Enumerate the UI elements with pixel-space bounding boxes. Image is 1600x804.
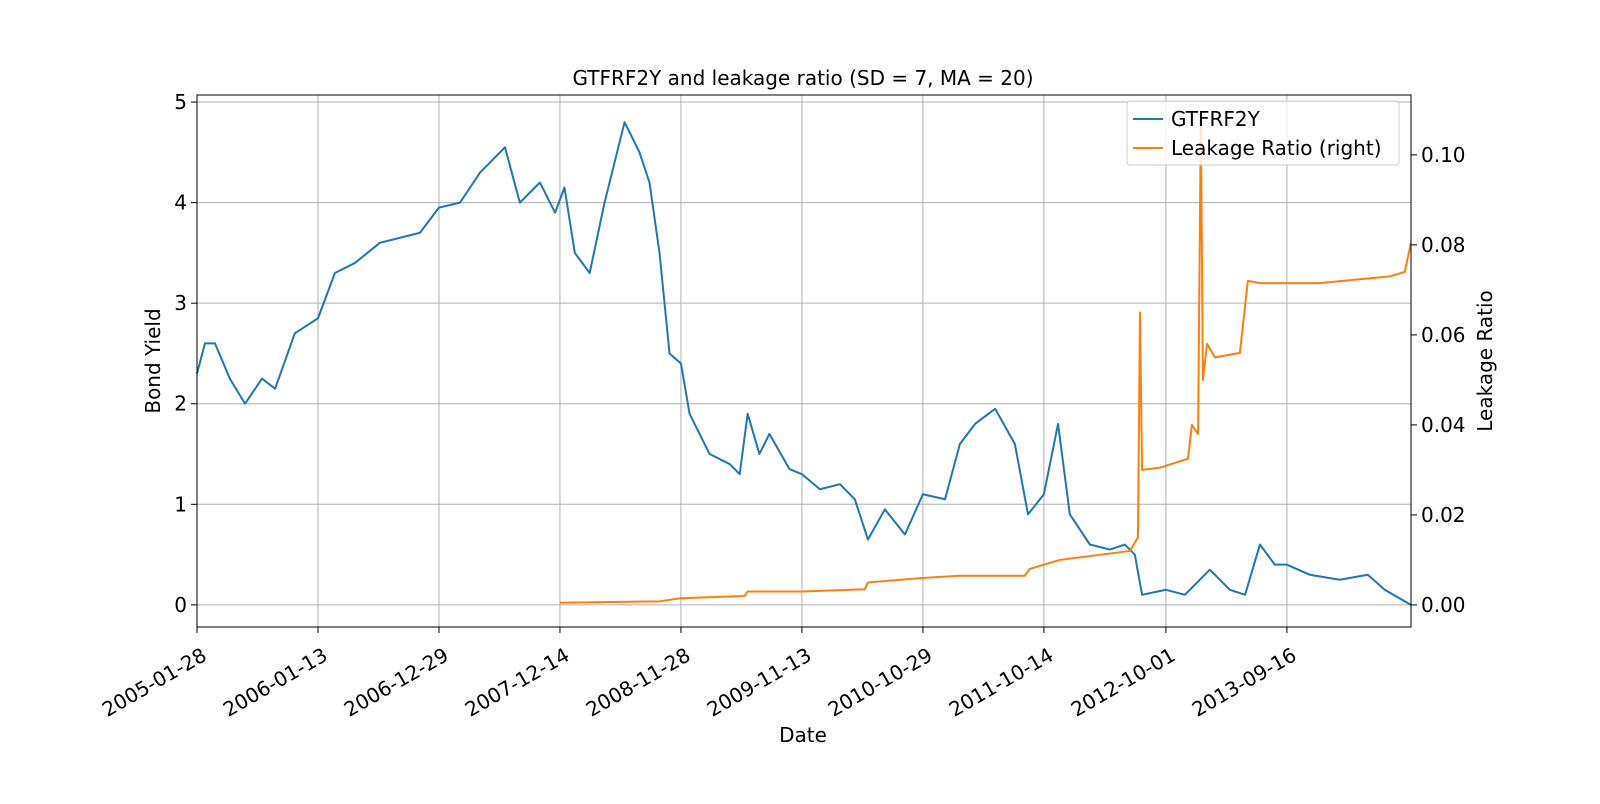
data-line bbox=[196, 121, 1412, 606]
y2-tick-label: 0.10 bbox=[1421, 143, 1466, 167]
legend-box bbox=[1126, 100, 1400, 166]
y2-axis-label: Leakage Ratio bbox=[1473, 290, 1497, 432]
y-tick-label: 0 bbox=[174, 593, 187, 617]
y-tick-label: 5 bbox=[174, 90, 187, 114]
y2-tick-label: 0.02 bbox=[1421, 503, 1466, 527]
y2-tick-label: 0.04 bbox=[1421, 413, 1466, 437]
y-axis-label: Bond Yield bbox=[141, 308, 165, 413]
data-line bbox=[559, 117, 1412, 604]
y-tick-label: 3 bbox=[174, 291, 187, 315]
x-axis-label: Date bbox=[779, 723, 827, 747]
y2-tick-label: 0.08 bbox=[1421, 233, 1466, 257]
y-tick-label: 2 bbox=[174, 392, 187, 416]
legend: GTFRF2Y Leakage Ratio (right) bbox=[1126, 100, 1400, 166]
y-tick-label: 1 bbox=[174, 492, 187, 516]
chart-title: GTFRF2Y and leakage ratio (SD = 7, MA = … bbox=[572, 66, 1033, 90]
legend-label: GTFRF2Y bbox=[1171, 107, 1261, 131]
legend-label: Leakage Ratio (right) bbox=[1171, 136, 1382, 160]
y2-tick-label: 0.00 bbox=[1421, 593, 1466, 617]
y2-tick-label: 0.06 bbox=[1421, 323, 1466, 347]
y-tick-label: 4 bbox=[174, 191, 187, 215]
plot-frame bbox=[196, 94, 1412, 628]
